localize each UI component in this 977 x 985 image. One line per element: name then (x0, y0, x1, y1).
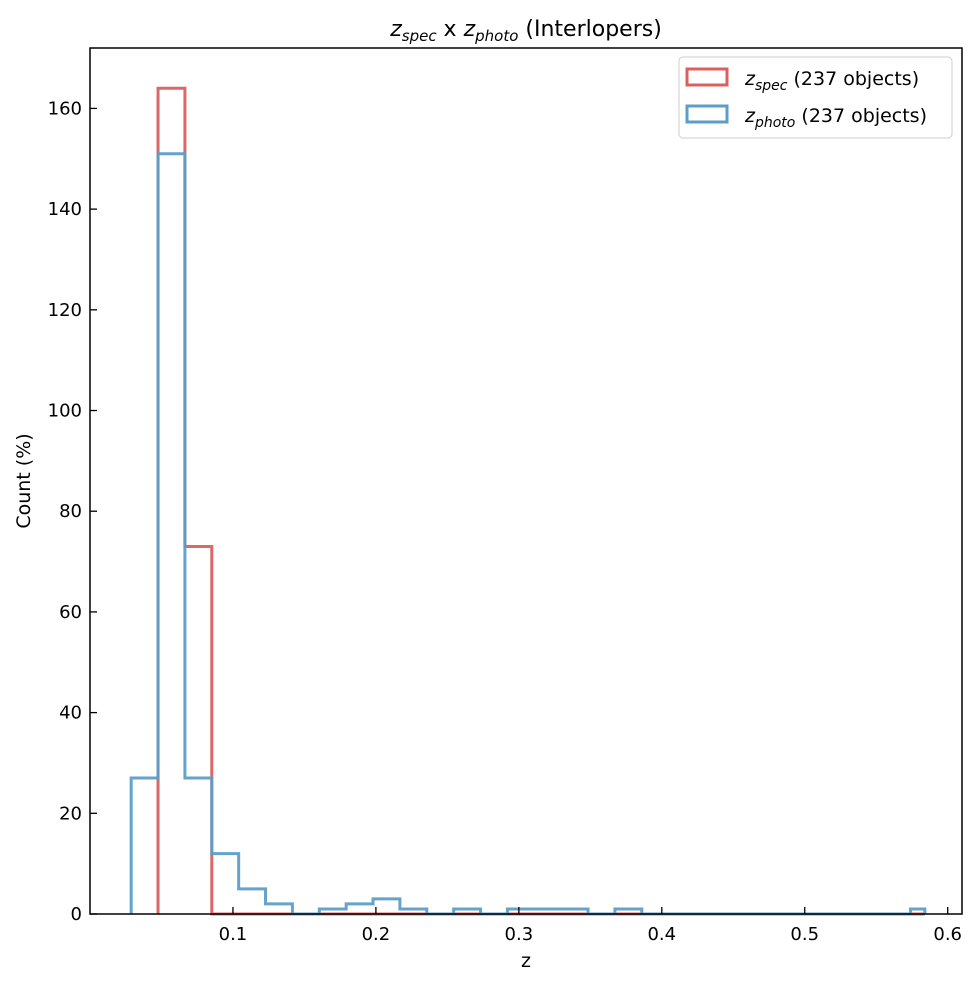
legend-label-zspec: zspec (237 objects) (744, 68, 919, 94)
series-layer (129, 86, 927, 916)
y-tick-label: 100 (48, 401, 82, 422)
y-tick-label: 160 (48, 98, 82, 119)
x-tick-label: 0.3 (505, 924, 534, 945)
y-tick-label: 0 (71, 904, 82, 925)
legend-box (678, 56, 953, 139)
x-tick-label: 0.6 (933, 924, 962, 945)
legend-swatch-zphoto (685, 104, 729, 124)
chart-title: zspec x zphoto (Interlopers) (389, 17, 662, 45)
x-tick-label: 0.5 (790, 924, 819, 945)
y-axis-label: Count (%) (13, 433, 35, 528)
y-tick-label: 120 (48, 300, 82, 321)
axis-ticks: 0.1 0.2 0.3 0.4 0.5 0.6 0 20 40 60 80 100 120 140 160 (48, 98, 962, 945)
y-tick-label: 140 (48, 199, 82, 220)
histogram-series-zspec (156, 86, 925, 916)
y-tick-label: 40 (59, 703, 82, 724)
legend-label-zphoto: zphoto (237 objects) (744, 105, 927, 131)
y-tick-label: 60 (59, 602, 82, 623)
legend-swatch-zspec (685, 67, 729, 87)
x-tick-label: 0.2 (362, 924, 391, 945)
legend: zspec (237 objects) zphoto (237 objects) (678, 56, 953, 139)
x-axis-label: z (521, 950, 531, 972)
x-tick-label: 0.4 (647, 924, 676, 945)
y-tick-label: 80 (59, 501, 82, 522)
x-tick-label: 0.1 (219, 924, 248, 945)
plot-frame (89, 47, 963, 915)
y-tick-label: 20 (59, 803, 82, 824)
histogram-series-zphoto (129, 152, 927, 916)
